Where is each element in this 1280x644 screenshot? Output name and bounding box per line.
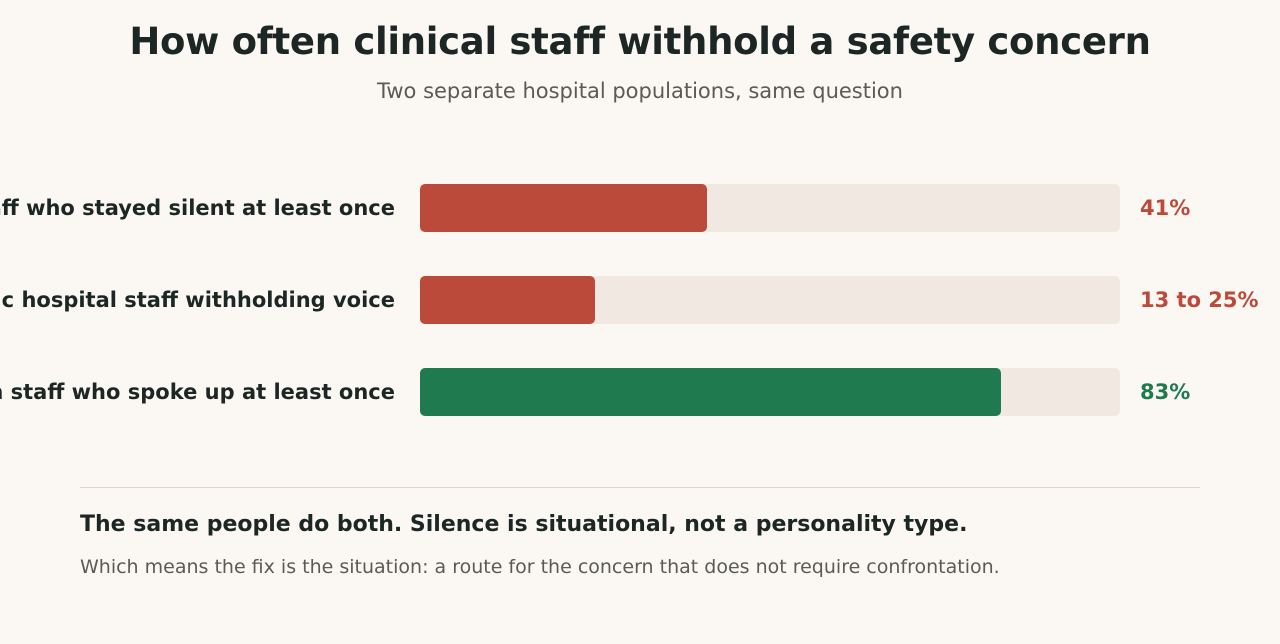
divider bbox=[80, 487, 1200, 488]
bar-fill bbox=[420, 368, 1001, 416]
bar-track bbox=[420, 368, 1120, 416]
chart-subtitle: Two separate hospital populations, same … bbox=[377, 79, 903, 103]
bar-label: ion staff who spoke up at least once bbox=[0, 380, 395, 404]
note-headline: The same people do both. Silence is situ… bbox=[80, 512, 968, 537]
bar-label: staff who stayed silent at least once bbox=[0, 196, 395, 220]
bar-value-label: 41% bbox=[1140, 196, 1191, 220]
note-body: Which means the fix is the situation: a … bbox=[80, 556, 1000, 578]
bar-row: atric hospital staff withholding voice 13… bbox=[0, 276, 1280, 324]
bar-fill bbox=[420, 184, 707, 232]
bar-value-label: 13 to 25% bbox=[1140, 288, 1259, 312]
bar-track bbox=[420, 184, 1120, 232]
bar-fill bbox=[420, 276, 595, 324]
bar-value-label: 83% bbox=[1140, 380, 1191, 404]
chart-title: How often clinical staff withhold a safe… bbox=[129, 20, 1151, 63]
bar-label: atric hospital staff withholding voice bbox=[0, 288, 395, 312]
bar-row: ion staff who spoke up at least once 83% bbox=[0, 368, 1280, 416]
bar-track bbox=[420, 276, 1120, 324]
bar-row: staff who stayed silent at least once 41% bbox=[0, 184, 1280, 232]
